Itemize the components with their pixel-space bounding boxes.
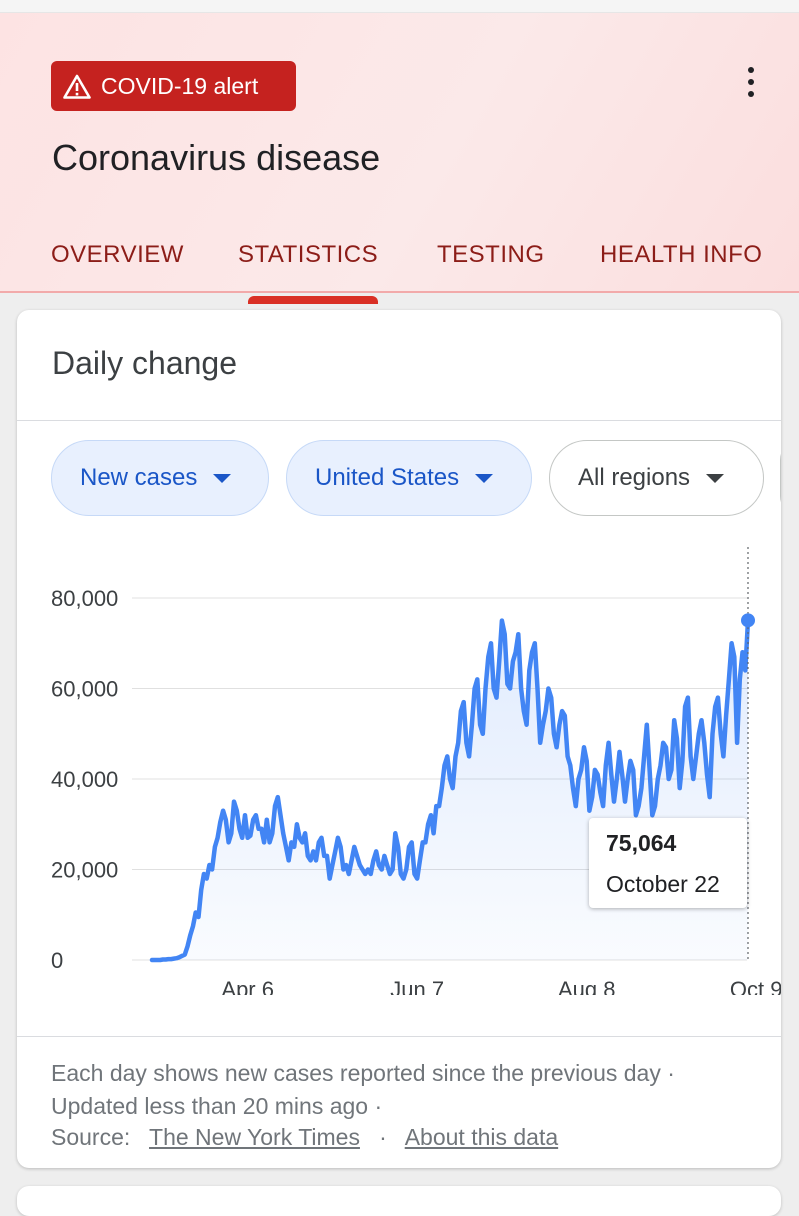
status-strip — [0, 0, 799, 13]
about-data-link[interactable]: About this data — [404, 1124, 559, 1150]
series-line — [149, 618, 751, 963]
daily-cases-chart: 80,000 60,000 40,000 20,000 0 Apr 6 Jun 7 Aug 8… — [51, 547, 781, 995]
region-filter[interactable]: All regions — [549, 440, 764, 516]
y-tick-label: 0 — [51, 948, 63, 973]
separator: · — [379, 1124, 387, 1150]
selected-tab-indicator — [248, 296, 378, 304]
x-tick-label: Oct 9 — [730, 977, 781, 995]
x-tick-label: Jun 7 — [390, 977, 444, 995]
tab-health-info[interactable]: HEALTH INFO — [600, 241, 763, 268]
tab-testing[interactable]: TESTING — [437, 241, 545, 268]
footer-source: Source: The New York Times · About this … — [51, 1124, 558, 1151]
card-divider — [17, 1036, 781, 1037]
footer-updated: Updated less than 20 mins ago · — [51, 1093, 383, 1119]
tab-statistics[interactable]: STATISTICS — [238, 241, 379, 268]
dropdown-caret-icon — [475, 473, 494, 483]
alert-label: COVID-19 alert — [101, 72, 259, 99]
card-title: Daily change — [52, 345, 237, 381]
dropdown-caret-icon — [706, 473, 725, 483]
y-tick-label: 40,000 — [51, 767, 118, 792]
y-tick-label: 80,000 — [51, 586, 118, 611]
x-tick-label: Apr 6 — [221, 977, 274, 995]
new-cases-filter[interactable]: New cases — [51, 440, 269, 516]
y-tick-label: 60,000 — [51, 677, 118, 702]
filter-label: United States — [315, 464, 460, 491]
y-tick-label: 20,000 — [51, 858, 118, 883]
source-link[interactable]: The New York Times — [149, 1124, 360, 1150]
warning-triangle-icon — [63, 74, 91, 99]
tooltip-date: October 22 — [606, 871, 720, 897]
chart-tooltip: 75,064 October 22 — [589, 818, 747, 908]
card-divider — [17, 420, 781, 421]
filter-label: New cases — [80, 464, 198, 491]
filter-label: All regions — [578, 464, 691, 491]
source-label: Source: — [51, 1124, 131, 1150]
highlight-point — [741, 613, 755, 628]
tooltip-value: 75,064 — [606, 830, 677, 856]
more-options-icon[interactable] — [736, 65, 766, 99]
x-tick-label: Aug 8 — [558, 977, 616, 995]
tab-overview[interactable]: OVERVIEW — [51, 241, 184, 268]
page-title: Coronavirus disease — [52, 137, 381, 178]
daily-change-card: Daily change New cases United States All… — [17, 310, 781, 1168]
footer-note: Each day shows new cases reported since … — [51, 1060, 675, 1086]
next-filter-chip[interactable] — [780, 440, 781, 516]
covid-alert-badge[interactable]: COVID-19 alert — [51, 61, 296, 111]
country-filter[interactable]: United States — [286, 440, 532, 516]
dropdown-caret-icon — [213, 473, 232, 483]
next-card — [17, 1186, 781, 1216]
knowledge-header: COVID-19 alert Coronavirus disease OVERV… — [0, 13, 799, 304]
